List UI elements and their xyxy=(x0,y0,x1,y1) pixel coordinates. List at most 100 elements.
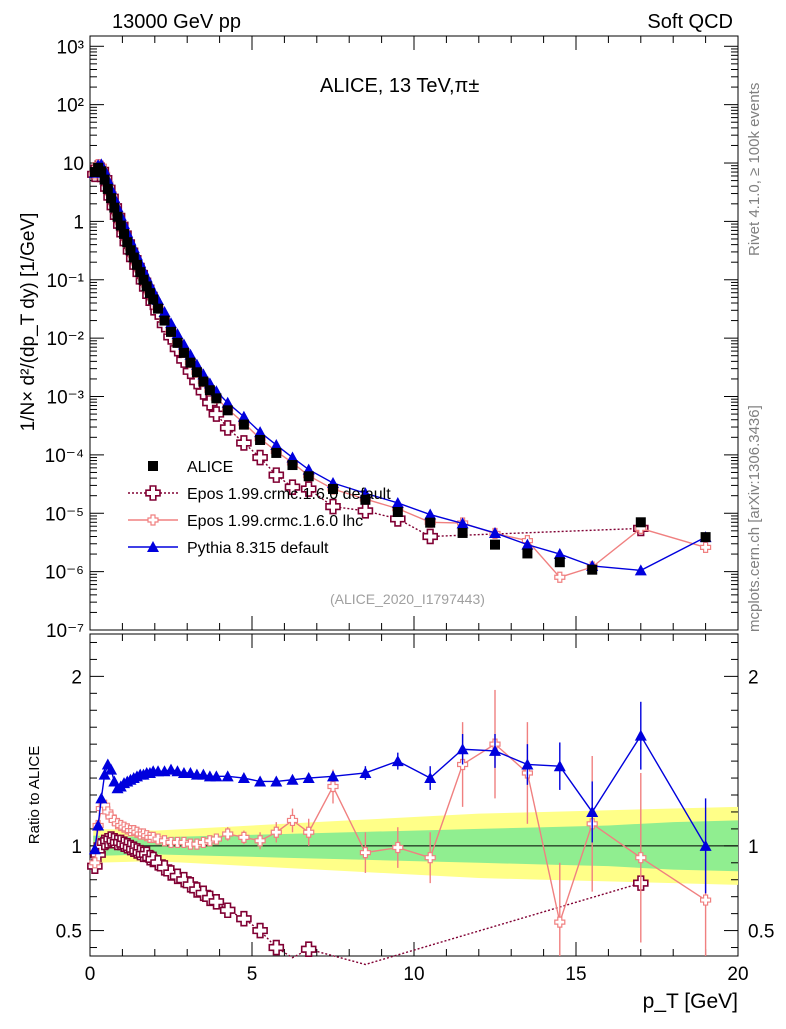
ratio-point-epos_lhc xyxy=(392,841,404,854)
ratio-point-epos_lhc xyxy=(254,835,266,847)
legend-marker-pythia xyxy=(147,541,159,552)
ratio-point-pythia xyxy=(98,768,111,780)
ratio-point-pythia xyxy=(221,770,234,782)
main-ytick-label: 10⁻¹ xyxy=(47,271,85,292)
data-point-epos_default xyxy=(219,420,236,436)
data-point-pythia xyxy=(456,517,469,529)
data-point-alice xyxy=(115,220,126,231)
ratio-point-epos_lhc xyxy=(158,835,171,847)
main-ytick-label: 10⁻⁶ xyxy=(45,563,84,584)
legend-label-pythia: Pythia 8.315 default xyxy=(187,540,329,557)
chart-title: ALICE, 13 TeV,π± xyxy=(320,75,479,97)
ratio-xlabel: p_T [GeV] xyxy=(643,990,738,1013)
header-left: 13000 GeV pp xyxy=(112,11,241,33)
data-point-alice xyxy=(106,193,117,204)
ratio-point-epos_lhc xyxy=(635,852,647,864)
data-point-alice xyxy=(238,419,249,430)
data-point-alice xyxy=(109,202,120,213)
data-point-epos_default xyxy=(300,481,317,497)
data-point-alice xyxy=(287,460,298,471)
main-ytick-label: 10 xyxy=(63,154,84,175)
legend-marker-epos_default xyxy=(145,485,161,501)
ratio-point-pythia xyxy=(302,772,315,784)
ratio-ytick-label: 2 xyxy=(71,667,82,688)
data-point-alice xyxy=(102,183,113,194)
main-ytick-label: 10⁻² xyxy=(47,329,85,350)
ratio-point-pythia xyxy=(210,770,223,782)
ratio-point-epos_lhc xyxy=(699,894,712,906)
legend-label-epos_lhc: Epos 1.99.crmc.1.6.0 lhc xyxy=(187,513,363,530)
data-point-alice xyxy=(522,548,533,559)
ratio-point-epos_lhc xyxy=(210,833,222,845)
data-point-epos_default xyxy=(325,498,341,515)
ratio-ytick-label-right: 2 xyxy=(748,667,759,688)
ratio-point-epos_default xyxy=(268,939,285,956)
data-point-alice xyxy=(96,166,107,177)
main-axes: 10³ 10² 10 1 10⁻¹ 10⁻² 10⁻³ 10⁻⁴ 10⁻⁵ 10⁻⁶ 10⁻⁷ xyxy=(45,36,739,642)
data-point-alice xyxy=(198,376,209,387)
ratio-point-pythia xyxy=(456,743,469,755)
ratio-point-epos_default xyxy=(300,941,317,958)
data-point-pythia xyxy=(254,426,267,438)
ratio-point-epos_default xyxy=(236,910,252,927)
ratio-point-pythia xyxy=(359,766,372,778)
ratio-series-pythia xyxy=(88,701,712,894)
data-point-alice xyxy=(360,494,371,505)
ratio-point-pythia xyxy=(105,763,118,775)
data-point-alice xyxy=(141,281,152,292)
legend: ALICE Epos 1.99.crmc.1.6.0 default Epos 1.… xyxy=(128,459,391,557)
data-point-alice xyxy=(425,517,436,528)
data-point-alice xyxy=(191,367,202,378)
data-point-pythia xyxy=(237,410,250,422)
ratio-series-epos_lhc xyxy=(89,689,712,956)
ratio-xtick-label: 0 xyxy=(85,964,96,985)
ratio-point-epos_lhc xyxy=(238,831,250,843)
data-point-alice xyxy=(635,517,646,528)
analysis-id: (ALICE_2020_I1797443) xyxy=(330,591,485,607)
data-point-epos_default xyxy=(422,528,439,545)
ratio-xtick-label: 5 xyxy=(247,964,258,985)
ratio-point-pythia xyxy=(521,758,534,770)
data-point-alice xyxy=(112,211,123,222)
ratio-xtick-label: 15 xyxy=(565,964,586,985)
data-point-alice xyxy=(135,267,146,278)
main-ytick-label: 10² xyxy=(57,96,84,117)
data-point-alice xyxy=(138,274,149,285)
ratio-point-epos_lhc xyxy=(327,780,339,793)
main-ytick-label: 10⁻⁵ xyxy=(45,504,84,525)
ratio-point-pythia xyxy=(699,839,712,851)
ratio-series xyxy=(87,689,712,966)
ratio-point-pythia xyxy=(270,775,283,787)
ratio-point-epos_lhc xyxy=(554,916,566,928)
data-point-epos_lhc xyxy=(554,571,566,583)
ratio-point-epos_lhc xyxy=(178,836,190,849)
rivet-version-label: Rivet 4.1.0, ≥ 100k events xyxy=(746,82,763,256)
data-point-epos_default xyxy=(252,449,268,466)
mcplots-url-label: mcplots.cern.ch [arXiv:1306.3436] xyxy=(746,405,763,632)
main-ylabel: 1/N× d²/(dp_T dy) [1/GeV] xyxy=(18,213,39,432)
data-point-alice xyxy=(128,252,139,263)
main-ytick-label: 10⁻³ xyxy=(47,388,85,409)
series-line-epos_default xyxy=(94,167,641,538)
data-point-alice xyxy=(271,447,282,458)
data-point-alice xyxy=(328,484,338,495)
data-point-alice xyxy=(166,326,176,337)
header-right: Soft QCD xyxy=(647,11,733,33)
ratio-point-pythia xyxy=(254,775,267,787)
ratio-point-pythia xyxy=(553,760,566,772)
ratio-point-epos_lhc xyxy=(270,826,282,838)
ratio-ytick-label-right: 0.5 xyxy=(748,922,774,943)
data-point-pythia xyxy=(221,396,234,408)
data-point-epos_default xyxy=(236,435,252,451)
ratio-point-epos_lhc xyxy=(424,852,436,864)
ratio-point-epos_lhc xyxy=(89,857,101,869)
ratio-point-epos_lhc xyxy=(303,826,315,838)
data-point-alice xyxy=(131,259,142,270)
data-point-alice xyxy=(144,288,155,299)
data-point-alice xyxy=(255,434,266,445)
data-point-alice xyxy=(392,507,403,518)
data-point-pythia xyxy=(424,508,437,520)
data-point-alice xyxy=(153,303,164,314)
data-point-alice xyxy=(700,532,711,543)
main-ytick-label: 1 xyxy=(73,212,84,233)
